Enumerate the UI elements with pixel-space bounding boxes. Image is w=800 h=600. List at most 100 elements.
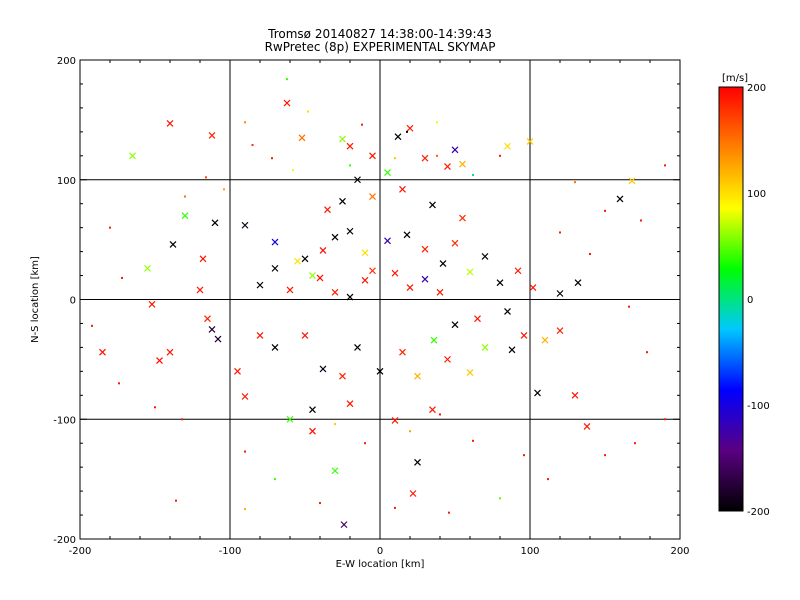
scatter-x-marker bbox=[556, 327, 564, 335]
scatter-dot-marker bbox=[646, 351, 648, 354]
scatter-x-marker bbox=[474, 315, 481, 323]
y-tick-label: -200 bbox=[53, 535, 76, 546]
scatter-dot-marker bbox=[307, 110, 309, 113]
scatter-x-marker bbox=[346, 142, 354, 150]
scatter-dot-marker bbox=[436, 154, 438, 157]
scatter-x-marker bbox=[628, 177, 636, 185]
scatter-x-marker bbox=[309, 272, 316, 279]
scatter-dot-marker bbox=[664, 164, 666, 167]
scatter-dot-marker bbox=[274, 478, 276, 481]
scatter-x-marker bbox=[339, 197, 346, 205]
scatter-x-marker bbox=[309, 427, 316, 435]
scatter-x-marker bbox=[534, 389, 541, 397]
scatter-x-marker bbox=[271, 264, 279, 272]
scatter-x-marker bbox=[391, 417, 399, 424]
scatter-x-marker bbox=[514, 267, 522, 275]
scatter-x-marker bbox=[294, 257, 301, 265]
colorbar-tick-label: -200 bbox=[747, 507, 770, 518]
chart-title: Tromsø 20140827 14:38:00-14:39:43 bbox=[268, 27, 492, 41]
scatter-x-marker bbox=[204, 315, 211, 323]
scatter-dot-marker bbox=[589, 252, 591, 255]
scatter-x-marker bbox=[369, 152, 376, 160]
scatter-x-marker bbox=[459, 160, 466, 168]
colorbar-tick-label: 200 bbox=[747, 83, 766, 94]
scatter-x-marker bbox=[439, 260, 447, 267]
scatter-x-marker bbox=[166, 348, 174, 356]
x-axis-label: E-W location [km] bbox=[336, 559, 425, 570]
scatter-x-marker bbox=[429, 406, 436, 414]
scatter-x-marker bbox=[309, 406, 316, 414]
scatter-dot-marker bbox=[91, 324, 93, 327]
scatter-x-marker bbox=[301, 255, 309, 263]
scatter-x-marker bbox=[616, 195, 624, 203]
scatter-dot-marker bbox=[271, 157, 273, 160]
y-tick-label: -100 bbox=[53, 415, 76, 426]
scatter-x-marker bbox=[339, 135, 346, 143]
scatter-x-marker bbox=[520, 332, 528, 339]
scatter-dot-marker bbox=[334, 423, 336, 426]
scatter-dot-marker bbox=[244, 121, 246, 124]
scatter-dot-marker bbox=[205, 176, 207, 179]
scatter-dot-marker bbox=[121, 276, 123, 279]
scatter-dot-marker bbox=[628, 305, 630, 308]
scatter-dot-marker bbox=[664, 418, 666, 421]
scatter-x-marker bbox=[99, 348, 106, 356]
scatter-x-marker bbox=[406, 124, 414, 132]
scatter-dot-marker bbox=[223, 188, 225, 191]
scatter-dot-marker bbox=[523, 454, 525, 457]
scatter-x-marker bbox=[504, 308, 511, 315]
scatter-x-marker bbox=[414, 458, 421, 466]
scatter-x-marker bbox=[451, 146, 459, 154]
scatter-dot-marker bbox=[499, 497, 501, 500]
scatter-x-marker bbox=[214, 335, 222, 343]
scatter-x-marker bbox=[574, 279, 582, 287]
scatter-x-marker bbox=[241, 221, 249, 229]
scatter-x-marker bbox=[403, 231, 411, 239]
scatter-x-marker bbox=[319, 246, 327, 254]
scatter-x-marker bbox=[256, 281, 264, 289]
scatter-x-marker bbox=[399, 348, 406, 356]
scatter-dot-marker bbox=[634, 442, 636, 445]
scatter-dot-marker bbox=[394, 157, 396, 160]
scatter-x-marker bbox=[324, 206, 331, 214]
scatter-dot-marker bbox=[604, 454, 606, 457]
y-tick-label: 0 bbox=[70, 296, 76, 307]
scatter-x-marker bbox=[196, 286, 204, 294]
scatter-dot-marker bbox=[499, 154, 501, 157]
scatter-x-marker bbox=[208, 326, 216, 333]
scatter-x-marker bbox=[234, 367, 241, 375]
scatter-x-marker bbox=[459, 214, 466, 222]
scatter-x-marker bbox=[541, 336, 549, 344]
scatter-x-marker bbox=[256, 332, 264, 339]
colorbar bbox=[718, 86, 744, 512]
scatter-x-marker bbox=[508, 346, 516, 354]
x-tick-label: 200 bbox=[670, 546, 689, 557]
scatter-x-marker bbox=[319, 365, 327, 373]
scatter-dot-marker bbox=[286, 78, 288, 81]
scatter-dot-marker bbox=[448, 511, 450, 514]
scatter-dot-marker bbox=[109, 226, 111, 229]
scatter-x-marker bbox=[346, 400, 354, 408]
scatter-dot-marker bbox=[364, 442, 366, 445]
scatter-dot-marker bbox=[175, 499, 177, 502]
scatter-dot-marker bbox=[118, 382, 120, 385]
scatter-x-marker bbox=[316, 274, 324, 282]
y-tick-label: 200 bbox=[57, 56, 76, 67]
axis-ticks: -200 -100 0 100 200 -200 -100 0 100 200 bbox=[53, 56, 689, 557]
scatter-x-marker bbox=[384, 237, 391, 245]
scatter-x-marker bbox=[504, 142, 511, 150]
scatter-x-marker bbox=[529, 284, 537, 291]
scatter-dot-marker bbox=[409, 430, 411, 433]
scatter-x-marker bbox=[481, 252, 489, 260]
scatter-dot-marker bbox=[640, 219, 642, 222]
scatter-x-marker bbox=[361, 276, 369, 284]
scatter-x-marker bbox=[394, 133, 402, 141]
x-tick-label: 0 bbox=[377, 546, 383, 557]
scatter-dot-marker bbox=[406, 130, 408, 133]
scatter-x-marker bbox=[481, 343, 489, 351]
scatter-x-marker bbox=[301, 332, 309, 339]
scatter-dot-marker bbox=[604, 209, 606, 212]
scatter-x-marker bbox=[369, 193, 376, 200]
scatter-x-marker bbox=[406, 284, 414, 291]
colorbar-label: [m/s] bbox=[722, 73, 748, 84]
